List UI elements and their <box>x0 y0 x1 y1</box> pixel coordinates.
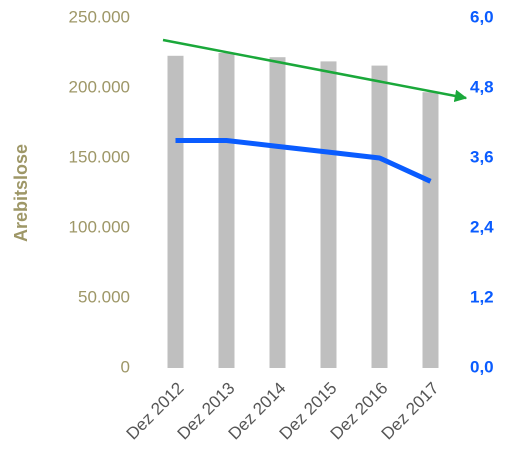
y2-tick-label: 3,6 <box>470 147 494 166</box>
line <box>175 138 432 184</box>
y-tick-label: 100.000 <box>69 217 130 236</box>
trend-arrow <box>162 38 468 103</box>
y-tick-label: 250.000 <box>69 7 130 26</box>
y-tick-label: 50.000 <box>78 287 130 306</box>
y2-tick-label: 2,4 <box>470 217 494 236</box>
y2-tick-label: 0,0 <box>470 357 494 376</box>
bar <box>371 65 388 368</box>
bar <box>167 55 184 369</box>
y-tick-label: 0 <box>121 357 130 376</box>
y2-tick-label: 1,2 <box>470 287 494 306</box>
y2-tick-label: 4,8 <box>470 77 494 96</box>
bar <box>422 92 439 368</box>
bar <box>320 61 337 369</box>
bar <box>218 53 235 368</box>
bar <box>269 57 286 368</box>
y-tick-label: 200.000 <box>69 77 130 96</box>
y2-tick-label: 6,0 <box>470 7 494 26</box>
y-axis-label: Arebitslose <box>11 144 31 242</box>
y-tick-label: 150.000 <box>69 147 130 166</box>
